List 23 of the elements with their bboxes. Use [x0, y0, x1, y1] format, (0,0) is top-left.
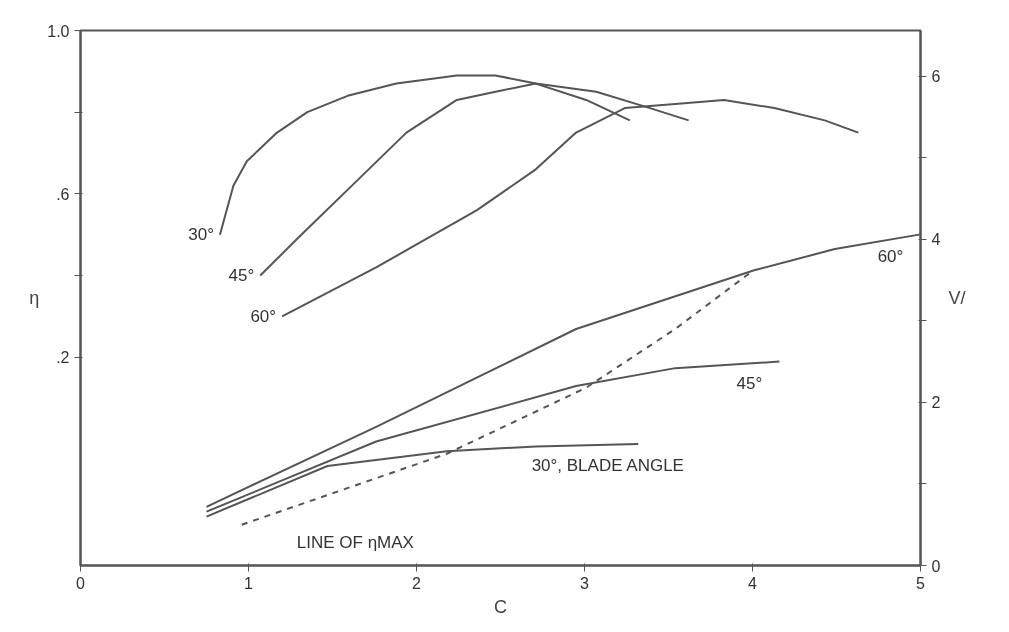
x-tick-label: 1	[244, 574, 254, 592]
y2-axis-title: V/	[948, 288, 966, 308]
y-tick-label: .2	[56, 349, 70, 367]
y2-tick-label: 2	[931, 394, 941, 412]
y-tick-label: .6	[56, 185, 70, 203]
y2-tick-label: 4	[931, 231, 941, 249]
x-tick-label: 0	[76, 574, 86, 592]
x-tick-label: 2	[412, 574, 422, 592]
series-label: 45°	[228, 266, 255, 286]
x-axis-title: C	[494, 596, 507, 617]
series-label: LINE OF ηMAX	[296, 533, 414, 553]
x-tick-label: 5	[916, 574, 926, 592]
y2-tick-label: 6	[931, 68, 941, 86]
y2-tick-label: 0	[931, 557, 941, 575]
x-tick-label: 3	[580, 574, 590, 592]
series-label: 60°	[877, 246, 904, 266]
y-axis-title: η	[29, 288, 40, 308]
series-label: 60°	[250, 306, 277, 326]
series-label: 30°, BLADE ANGLE	[531, 456, 684, 476]
series-label: 30°	[188, 225, 214, 245]
series-label: 45°	[736, 374, 763, 394]
x-tick-label: 4	[748, 574, 758, 592]
y-tick-label: 1.0	[47, 22, 70, 40]
